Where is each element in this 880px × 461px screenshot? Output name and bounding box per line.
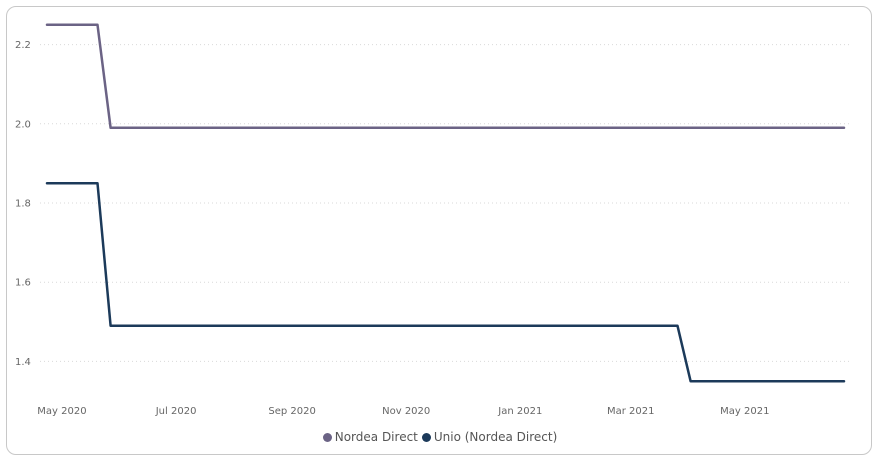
legend-label: Unio (Nordea Direct) (433, 430, 558, 444)
legend: Nordea Direct Unio (Nordea Direct) (0, 430, 880, 445)
series-line (45, 23, 846, 130)
legend-marker-icon (322, 432, 332, 442)
gridlines (40, 44, 850, 362)
legend-item[interactable]: Unio (Nordea Direct) (421, 430, 558, 444)
x-tick-label: Nov 2020 (382, 406, 430, 417)
x-tick-label: Mar 2021 (607, 406, 655, 417)
x-tick-label: Jul 2020 (155, 406, 197, 417)
y-tick-label: 1.4 (15, 357, 31, 368)
legend-label: Nordea Direct (334, 430, 418, 444)
series-lines (45, 23, 846, 383)
x-axis-ticks: May 2020 Jul 2020 Sep 2020 Nov 2020 Jan 2021… (37, 406, 769, 417)
x-tick-label: May 2020 (37, 406, 86, 417)
legend-marker-icon (421, 432, 431, 442)
y-tick-label: 1.8 (15, 199, 31, 210)
legend-item[interactable]: Nordea Direct (322, 430, 418, 444)
series-line (45, 181, 846, 383)
x-tick-label: Jan 2021 (497, 406, 542, 417)
y-tick-label: 1.6 (15, 278, 31, 289)
y-tick-label: 2.0 (15, 119, 31, 130)
y-axis-ticks: 1.4 1.6 1.8 2.0 2.2 (15, 40, 31, 368)
x-tick-label: May 2021 (720, 406, 769, 417)
y-tick-label: 2.2 (15, 40, 31, 51)
x-tick-label: Sep 2020 (268, 406, 315, 417)
